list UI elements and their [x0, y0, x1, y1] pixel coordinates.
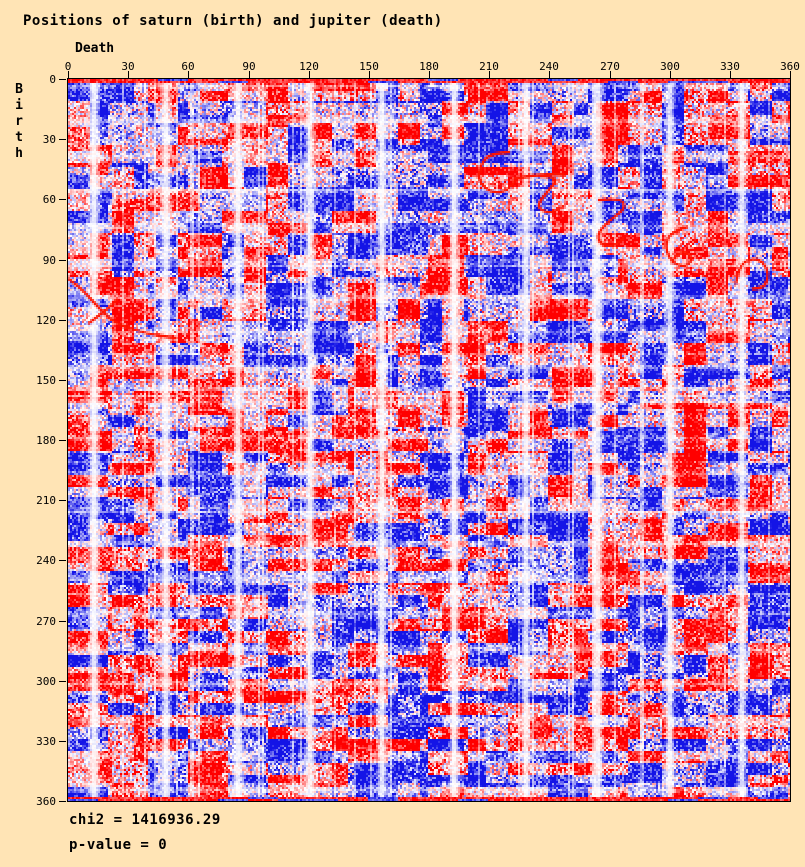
x-tick-label: 210	[479, 60, 499, 73]
y-tick-label: 0	[49, 73, 56, 86]
x-tick-label: 300	[660, 60, 680, 73]
x-tick-label: 240	[539, 60, 559, 73]
y-tick-label: 240	[36, 554, 56, 567]
y-tick-label: 150	[36, 374, 56, 387]
y-tick-mark	[59, 139, 66, 140]
chi2-statistic: chi2 = 1416936.29	[69, 812, 221, 828]
y-tick-mark	[59, 199, 66, 200]
x-tick-label: 120	[299, 60, 319, 73]
y-tick-mark	[59, 380, 66, 381]
x-tick-label: 30	[121, 60, 135, 73]
y-tick-label: 300	[36, 675, 56, 688]
y-tick-mark	[59, 320, 66, 321]
heatmap-canvas	[68, 79, 790, 801]
y-tick-label: 90	[42, 254, 56, 267]
y-tick-mark	[59, 79, 66, 80]
x-tick-mark	[128, 71, 129, 78]
y-tick-label: 360	[36, 795, 56, 808]
y-tick-label: 30	[42, 133, 56, 146]
p-value-statistic: p-value = 0	[69, 837, 168, 853]
x-tick-mark	[188, 71, 189, 78]
x-tick-mark	[730, 71, 731, 78]
y-tick-label: 180	[36, 434, 56, 447]
x-tick-label: 150	[359, 60, 379, 73]
y-tick-label: 120	[36, 314, 56, 327]
x-tick-mark	[249, 71, 250, 78]
y-tick-mark	[59, 681, 66, 682]
y-tick-label: 330	[36, 735, 56, 748]
x-tick-label: 180	[419, 60, 439, 73]
x-tick-label: 330	[720, 60, 740, 73]
y-tick-mark	[59, 560, 66, 561]
y-tick-mark	[59, 440, 66, 441]
x-tick-label: 0	[64, 60, 72, 73]
y-tick-mark	[59, 621, 66, 622]
y-tick-mark	[59, 260, 66, 261]
x-tick-mark	[489, 71, 490, 78]
x-tick-mark	[309, 71, 310, 78]
x-tick-mark	[670, 71, 671, 78]
x-tick-label: 270	[600, 60, 620, 73]
x-tick-mark	[68, 71, 69, 78]
x-tick-label: 60	[181, 60, 195, 73]
x-tick-mark	[549, 71, 550, 78]
y-tick-label: 210	[36, 494, 56, 507]
x-tick-mark	[790, 71, 791, 78]
y-tick-mark	[59, 801, 66, 802]
x-tick-mark	[429, 71, 430, 78]
y-tick-label: 270	[36, 615, 56, 628]
x-axis-title: Death	[75, 41, 115, 56]
y-tick-mark	[59, 741, 66, 742]
heatmap-plot-area	[67, 78, 791, 802]
y-tick-label: 60	[42, 193, 56, 206]
x-tick-mark	[610, 71, 611, 78]
x-tick-mark	[369, 71, 370, 78]
y-axis-title: B i r t h	[15, 82, 23, 161]
chart-title: Positions of saturn (birth) and jupiter …	[23, 13, 443, 29]
x-tick-label: 90	[242, 60, 256, 73]
y-tick-mark	[59, 500, 66, 501]
x-tick-label: 360	[780, 60, 800, 73]
